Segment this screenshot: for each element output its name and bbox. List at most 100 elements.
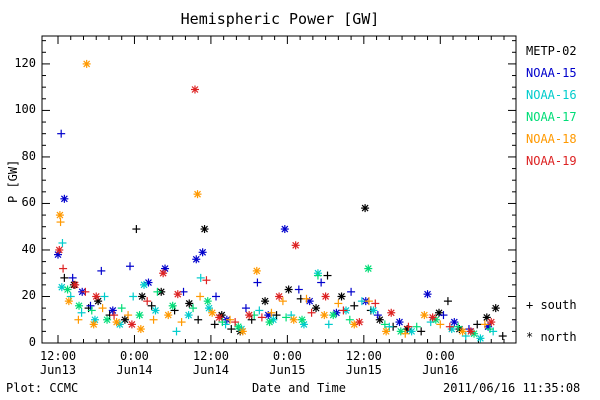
data-point-noaa-19-north	[173, 290, 182, 299]
data-point-noaa-15-south	[294, 285, 303, 294]
legend-entry: METP-02	[526, 44, 577, 58]
y-tick-label: 20	[21, 288, 36, 303]
data-point-noaa-19-south	[445, 322, 454, 331]
data-point-metp-02-north	[375, 315, 384, 324]
data-point-metp-02-south	[443, 297, 452, 306]
data-point-noaa-17-north	[75, 301, 84, 310]
data-point-metp-02-south	[323, 271, 332, 280]
data-point-noaa-18-south	[124, 311, 133, 320]
data-point-noaa-16-north	[407, 327, 416, 336]
data-point-metp-02-north	[120, 315, 129, 324]
data-point-noaa-18-south	[334, 299, 343, 308]
data-point-noaa-19-north	[428, 313, 437, 322]
data-point-noaa-15-north	[60, 194, 69, 203]
data-point-noaa-18-south	[364, 297, 373, 306]
data-point-noaa-15-south	[57, 129, 66, 138]
data-point-noaa-15-south	[373, 311, 382, 320]
x-tick-label: 0:00	[272, 349, 302, 363]
data-point-noaa-18-south	[98, 304, 107, 313]
data-point-noaa-16-south	[324, 320, 333, 329]
y-tick-label: 0	[28, 335, 36, 349]
data-point-metp-02-south	[147, 301, 156, 310]
data-point-noaa-19-south	[231, 318, 240, 327]
data-point-noaa-19-north	[245, 311, 254, 320]
data-point-noaa-18-south	[196, 292, 205, 301]
data-point-noaa-18-south	[278, 297, 287, 306]
data-point-metp-02-south	[227, 325, 236, 334]
data-point-noaa-17-north	[265, 318, 274, 327]
data-point-noaa-18-north	[238, 327, 247, 336]
plot-axes	[41, 35, 517, 344]
data-point-noaa-18-north	[289, 315, 298, 324]
data-point-noaa-17-south	[485, 325, 494, 334]
y-tick-label: 40	[21, 241, 36, 256]
data-point-noaa-15-south	[317, 278, 326, 287]
data-point-noaa-16-south	[172, 327, 181, 336]
data-point-noaa-18-north	[55, 211, 64, 220]
data-point-noaa-18-south	[401, 329, 410, 338]
data-point-metp-02-south	[498, 332, 507, 341]
legend-entry: NOAA-16	[526, 88, 577, 102]
data-point-noaa-15-south	[347, 287, 356, 296]
data-point-noaa-18-north	[193, 190, 202, 199]
data-point-noaa-17-south	[87, 306, 96, 315]
data-point-metp-02-north	[361, 204, 370, 213]
data-point-noaa-19-north	[355, 318, 364, 327]
data-point-noaa-19-south	[339, 306, 348, 315]
data-point-noaa-19-north	[321, 292, 330, 301]
data-point-noaa-18-north	[164, 311, 173, 320]
data-point-noaa-15-south	[241, 304, 250, 313]
data-point-noaa-18-south	[56, 218, 65, 227]
data-point-noaa-19-north	[55, 245, 64, 254]
data-point-noaa-19-north	[466, 327, 475, 336]
data-point-metp-02-south	[417, 327, 426, 336]
data-point-noaa-19-south	[371, 299, 380, 308]
data-point-noaa-19-north	[127, 320, 136, 329]
x-tick-date: Jun13	[39, 363, 77, 377]
data-point-noaa-16-south	[58, 238, 67, 247]
data-point-noaa-15-south	[68, 273, 77, 282]
data-point-noaa-17-north	[298, 315, 307, 324]
data-point-metp-02-north	[138, 292, 147, 301]
plot-frame	[41, 35, 517, 344]
data-point-noaa-16-south	[129, 292, 138, 301]
legend-entry: NOAA-15	[526, 66, 577, 80]
data-point-noaa-17-south	[153, 287, 162, 296]
data-point-noaa-16-south	[385, 322, 394, 331]
chart-title: Hemispheric Power [GW]	[180, 10, 380, 28]
data-point-noaa-15-north	[395, 318, 404, 327]
data-point-noaa-16-south	[461, 332, 470, 341]
y-tick-label: 80	[21, 148, 36, 163]
x-tick-label: 12:00	[39, 349, 77, 363]
data-point-noaa-19-south	[143, 297, 152, 306]
data-point-noaa-19-south	[307, 308, 316, 317]
data-point-noaa-19-south	[110, 311, 119, 320]
data-point-noaa-15-north	[423, 290, 432, 299]
plot-timestamp: 2011/06/16 11:35:08	[443, 381, 581, 395]
data-point-noaa-16-north	[140, 280, 149, 289]
data-point-noaa-16-north	[184, 311, 193, 320]
data-point-noaa-18-south	[226, 315, 235, 324]
x-tick-label: 12:00	[345, 349, 382, 363]
data-point-noaa-17-south	[313, 271, 322, 280]
legend-entry: NOAA-19	[526, 154, 577, 168]
data-point-noaa-17-north	[63, 285, 72, 294]
data-point-noaa-15-south	[86, 301, 95, 310]
data-point-metp-02-north	[312, 304, 321, 313]
data-point-noaa-16-south	[255, 306, 264, 315]
data-point-noaa-16-south	[100, 292, 109, 301]
y-tick-label: 100	[14, 102, 36, 117]
data-point-noaa-19-north	[190, 85, 199, 94]
data-point-noaa-15-south	[253, 278, 262, 287]
data-point-noaa-17-north	[203, 297, 212, 306]
data-point-noaa-19-north	[159, 269, 168, 278]
data-markers	[54, 59, 507, 343]
data-point-noaa-15-north	[280, 225, 289, 234]
data-point-noaa-15-north	[108, 306, 117, 315]
data-point-metp-02-south	[473, 320, 482, 329]
data-point-noaa-16-south	[357, 297, 366, 306]
data-point-noaa-18-north	[420, 311, 429, 320]
data-point-metp-02-north	[284, 285, 293, 294]
x-tick-date: Jun16	[422, 363, 459, 377]
data-point-noaa-19-north	[387, 308, 396, 317]
